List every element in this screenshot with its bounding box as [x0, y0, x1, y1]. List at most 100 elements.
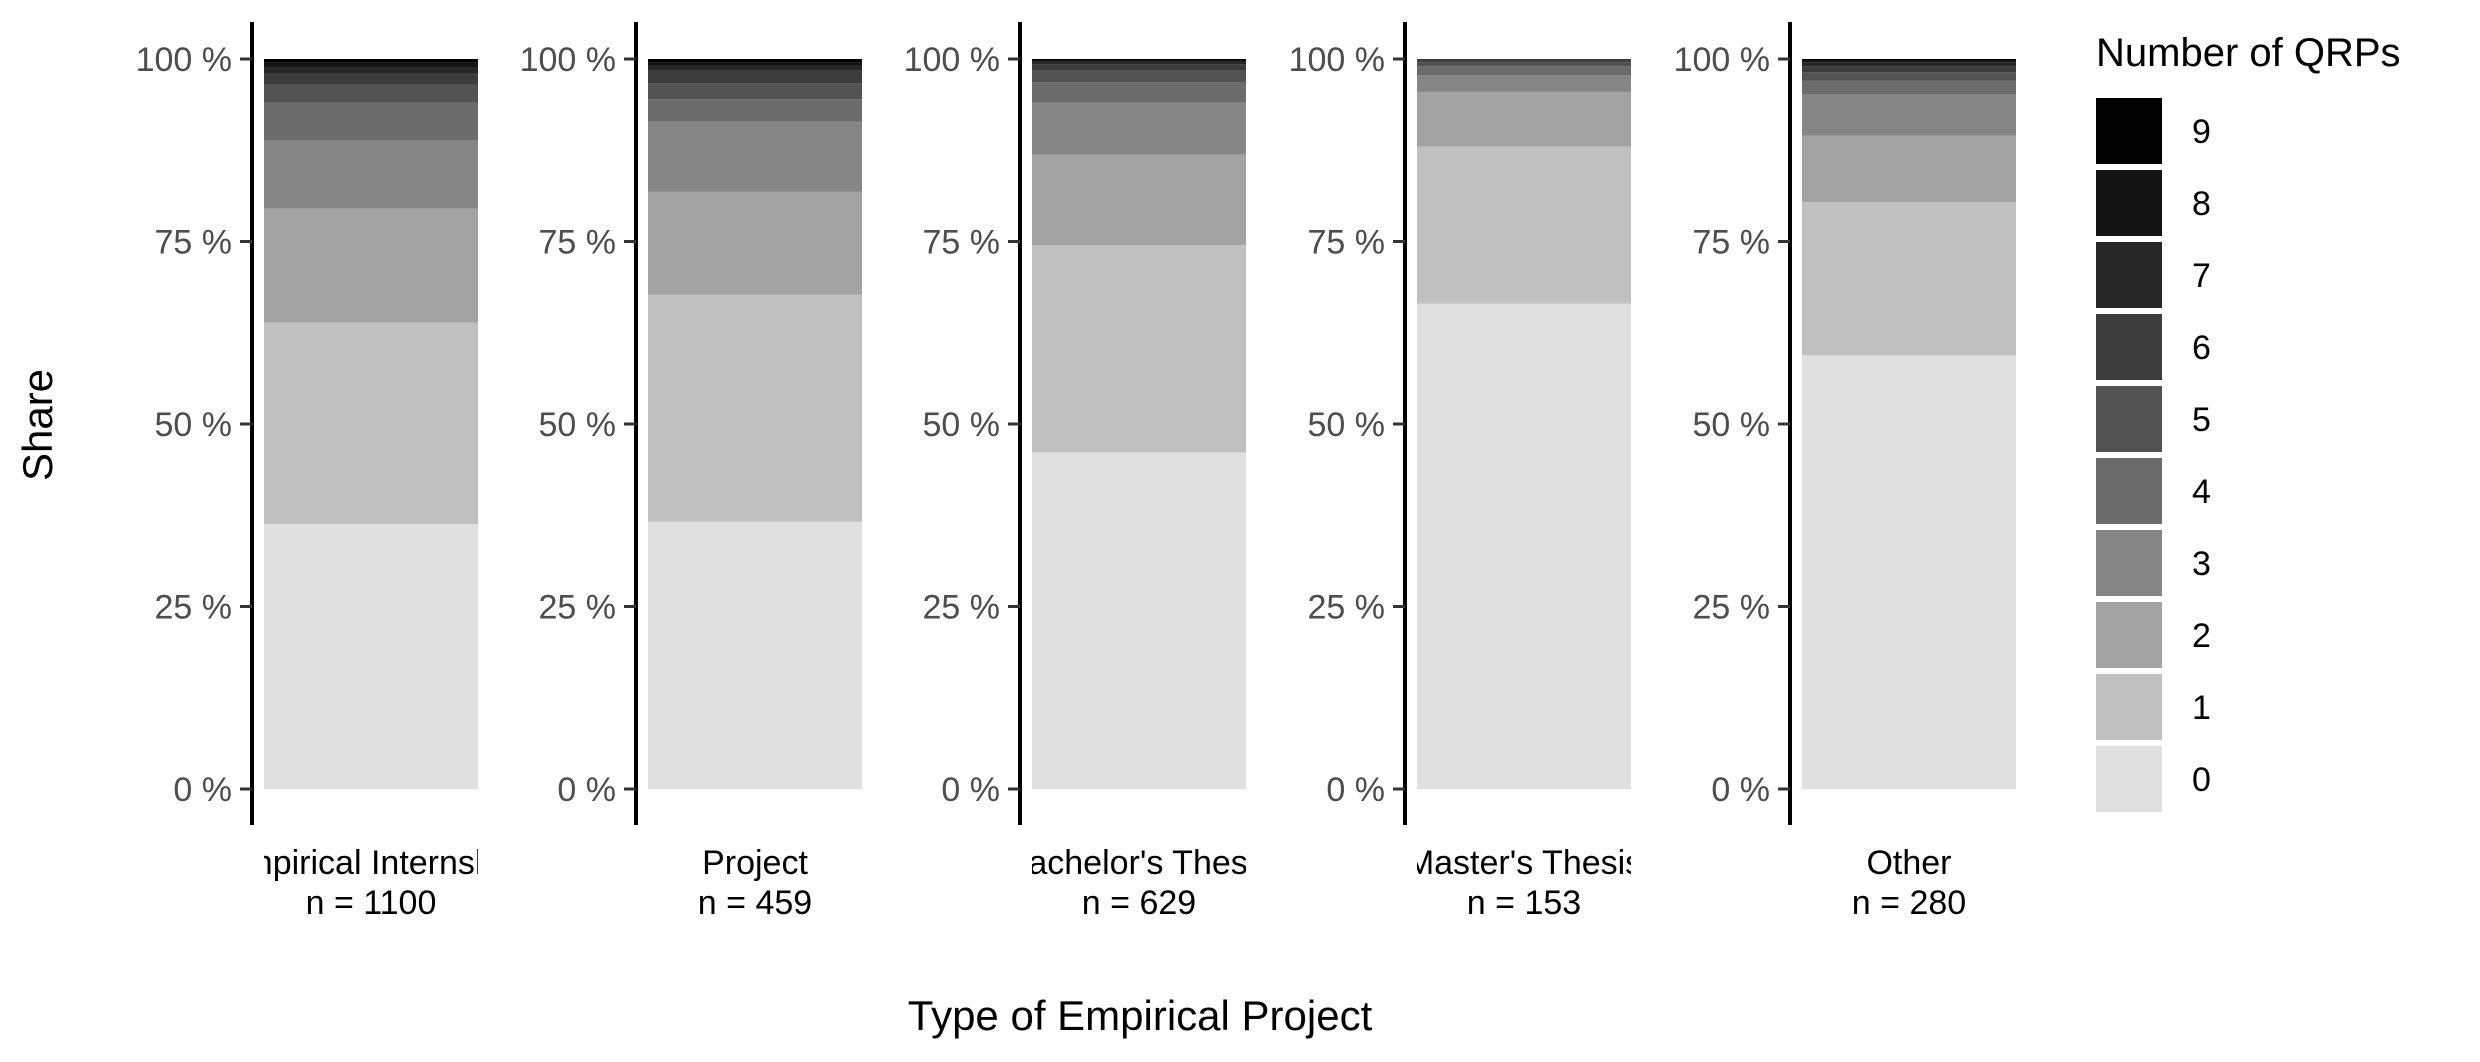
bar-segment-5 [648, 83, 862, 100]
facet-label: Other [1866, 844, 1951, 882]
legend-key-0 [2096, 746, 2162, 812]
bar-segment-9 [264, 59, 478, 63]
legend-label: 0 [2192, 761, 2211, 799]
y-axis-title: Share [14, 369, 61, 481]
y-tick-label: 50 % [155, 406, 233, 444]
bar-segment-6 [648, 70, 862, 84]
bar-segment-5 [1417, 61, 1631, 67]
bar-segment-0 [1417, 303, 1631, 789]
y-tick-label: 0 % [173, 771, 232, 809]
y-tick-label: 25 % [1308, 589, 1386, 627]
bar-segment-7 [1032, 61, 1246, 65]
y-tick-label: 100 % [1289, 41, 1385, 79]
y-tick-label: 0 % [557, 771, 616, 809]
legend-label: 4 [2192, 473, 2211, 511]
y-tick-label: 50 % [1308, 406, 1386, 444]
legend-label: 1 [2192, 689, 2211, 727]
bar-segment-7 [1802, 62, 2016, 67]
y-tick-label: 0 % [1711, 771, 1770, 809]
y-tick-label: 50 % [539, 406, 617, 444]
bar-segment-8 [648, 62, 862, 66]
bar-segment-3 [1032, 102, 1246, 155]
bar-segment-2 [1417, 91, 1631, 147]
y-tick-label: 75 % [155, 224, 233, 262]
y-tick-label: 0 % [941, 771, 1000, 809]
bar-segment-2 [1802, 135, 2016, 203]
y-tick-label: 0 % [1326, 771, 1385, 809]
legend-items: 9 8 7 6 5 4 3 2 1 0 [2096, 98, 2211, 812]
y-tick-label: 100 % [520, 41, 616, 79]
bar-segment-8 [264, 62, 478, 68]
y-tick-label: 25 % [1693, 589, 1771, 627]
bar-segment-4 [1802, 80, 2016, 95]
y-tick-label: 75 % [1308, 224, 1386, 262]
bar-segment-5 [264, 84, 478, 103]
y-tick-label: 50 % [1693, 406, 1771, 444]
bar-segment-0 [1802, 355, 2016, 789]
bar-segment-2 [648, 191, 862, 295]
facet-label: Project [702, 844, 808, 882]
facet-n-label: n = 629 [1082, 884, 1196, 922]
bar-segment-2 [1032, 154, 1246, 246]
bar-segment-7 [1417, 59, 1631, 61]
bar-segment-1 [1032, 245, 1246, 453]
bar-segment-5 [1032, 70, 1246, 83]
facet-panels: 0 % 25 % 50 % 75 % 100 % Empirical Internship… [136, 22, 2016, 922]
legend-key-5 [2096, 386, 2162, 452]
bar-segment-1 [264, 322, 478, 525]
legend-label: 8 [2192, 185, 2211, 223]
bar-segment-6 [1032, 64, 1246, 71]
y-tick-label: 100 % [136, 41, 232, 79]
legend-label: 5 [2192, 401, 2211, 439]
bar-segment-1 [1802, 202, 2016, 356]
bar-segment-4 [1417, 66, 1631, 76]
facet-n-label: n = 153 [1467, 884, 1581, 922]
facet-n-label: n = 280 [1852, 884, 1966, 922]
legend-label: 3 [2192, 545, 2211, 583]
bar-segment-8 [1032, 60, 1246, 62]
legend-title: Number of QRPs [2096, 31, 2401, 75]
facet-label: Bachelor's Thesis [1006, 844, 1273, 882]
bar-segment-0 [1032, 452, 1246, 789]
legend-key-3 [2096, 530, 2162, 596]
legend-key-2 [2096, 602, 2162, 668]
bar-segment-4 [648, 99, 862, 122]
facet-label: Empirical Internship [222, 844, 521, 882]
y-tick-label: 75 % [1693, 224, 1771, 262]
y-tick-label: 25 % [539, 589, 617, 627]
bar-segment-9 [1032, 59, 1246, 61]
y-tick-label: 100 % [904, 41, 1000, 79]
legend-key-1 [2096, 674, 2162, 740]
bar-segment-7 [264, 67, 478, 74]
bar-segment-8 [1802, 60, 2016, 63]
y-tick-label: 75 % [539, 224, 617, 262]
facet-panel: 0 % 25 % 50 % 75 % 100 % Empirical Internship… [136, 22, 521, 922]
bar-segment-6 [1802, 66, 2016, 73]
bar-segment-9 [648, 59, 862, 63]
legend-label: 6 [2192, 329, 2211, 367]
bar-segment-5 [1802, 72, 2016, 81]
legend-label: 2 [2192, 617, 2211, 655]
y-tick-label: 100 % [1674, 41, 1770, 79]
bar-segment-3 [264, 140, 478, 209]
y-tick-label: 75 % [923, 224, 1001, 262]
bar-segment-9 [1802, 59, 2016, 61]
bar-segment-0 [648, 521, 862, 789]
bar-segment-3 [1802, 94, 2016, 136]
facet-label: Master's Thesis [1406, 844, 1642, 882]
facet-n-label: n = 1100 [306, 884, 437, 922]
bar-segment-6 [1417, 60, 1631, 62]
bar-segment-1 [1417, 146, 1631, 304]
legend-key-7 [2096, 242, 2162, 308]
bar-segment-6 [264, 73, 478, 85]
bar-segment-0 [264, 524, 478, 789]
legend-key-6 [2096, 314, 2162, 380]
bar-segment-4 [264, 102, 478, 141]
x-axis-title: Type of Empirical Project [908, 992, 1373, 1039]
legend-key-4 [2096, 458, 2162, 524]
legend-label: 7 [2192, 257, 2211, 295]
y-tick-label: 50 % [923, 406, 1001, 444]
